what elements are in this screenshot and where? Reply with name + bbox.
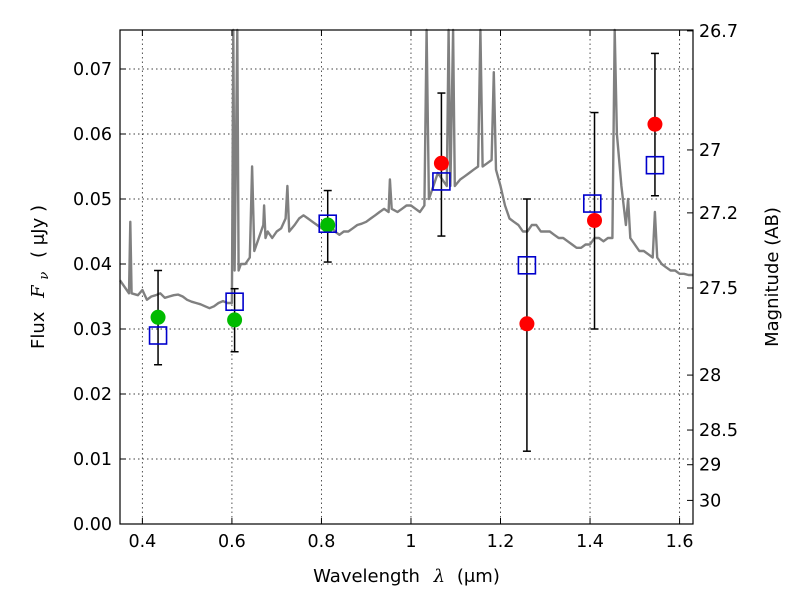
y-tick-label: 0.02: [73, 385, 112, 405]
y-tick-label: 0.01: [73, 450, 112, 470]
y-axis-title: Flux F ν ( μJy ): [28, 205, 53, 349]
y-tick-label: 0.00: [73, 515, 112, 535]
y-tick-label: 0.06: [73, 125, 112, 145]
right-tick-label: 29: [699, 456, 721, 476]
model-square-marker: [225, 292, 244, 312]
right-axis-title: Magnitude (AB): [762, 207, 783, 347]
x-axis-label-text: Wavelength: [313, 566, 420, 587]
y-tick-label: 0.05: [73, 190, 112, 210]
y-axis-label-text: Flux: [28, 311, 49, 349]
x-axis-unit: (μm): [457, 566, 500, 587]
right-tick-label: 30: [699, 491, 721, 511]
data-circle-marker: [227, 312, 243, 328]
model-square-marker: [432, 172, 451, 191]
right-tick-label: 27.5: [699, 279, 738, 299]
model-square-marker: [517, 255, 537, 275]
right-tick-label: 27.2: [699, 204, 738, 224]
x-tick-label: 1.4: [576, 532, 604, 552]
model-square-marker: [148, 326, 168, 345]
y-axis-symbol-subscript: ν: [37, 272, 52, 280]
axis-ticks: 0.4 0.6 0.8 1 1.2 1.4 1.6 0.00 0.01 0.02 0.03 0.04 0…: [73, 22, 738, 552]
model-square-marker: [645, 155, 665, 175]
spectrum-line: [119, 28, 693, 310]
data-circle-marker: [519, 316, 535, 332]
data-circle-marker: [150, 309, 166, 325]
x-tick-label: 1: [405, 532, 416, 552]
model-square-marker: [318, 214, 338, 233]
x-tick-label: 1.2: [487, 532, 515, 552]
y-axis-symbol: F: [28, 284, 49, 299]
data-circle-marker: [647, 116, 663, 132]
right-tick-label: 28.5: [699, 421, 738, 441]
plot-frame: [119, 29, 694, 525]
error-bars: [154, 52, 659, 452]
x-tick-label: 0.6: [218, 532, 246, 552]
data-circle-marker: [587, 212, 603, 228]
x-axis-title: Wavelength λ (μm): [313, 566, 500, 587]
y-tick-label: 0.07: [73, 60, 112, 80]
right-tick-label: 28: [699, 366, 721, 386]
y-tick-label: 0.03: [73, 320, 112, 340]
right-tick-label: 26.7: [699, 22, 738, 42]
model-square-marker: [582, 194, 602, 213]
template-spectrum: [119, 28, 693, 310]
x-tick-label: 1.6: [666, 532, 694, 552]
x-tick-label: 0.4: [128, 532, 156, 552]
x-axis-symbol: λ: [433, 566, 445, 587]
data-markers: [148, 116, 665, 345]
y-axis-unit: ( μJy ): [28, 205, 49, 258]
x-tick-label: 0.8: [308, 532, 336, 552]
right-tick-label: 27: [699, 141, 721, 161]
data-circle-marker: [320, 217, 336, 233]
grid: [120, 30, 693, 525]
data-circle-marker: [433, 155, 449, 171]
y-tick-label: 0.04: [73, 255, 112, 275]
